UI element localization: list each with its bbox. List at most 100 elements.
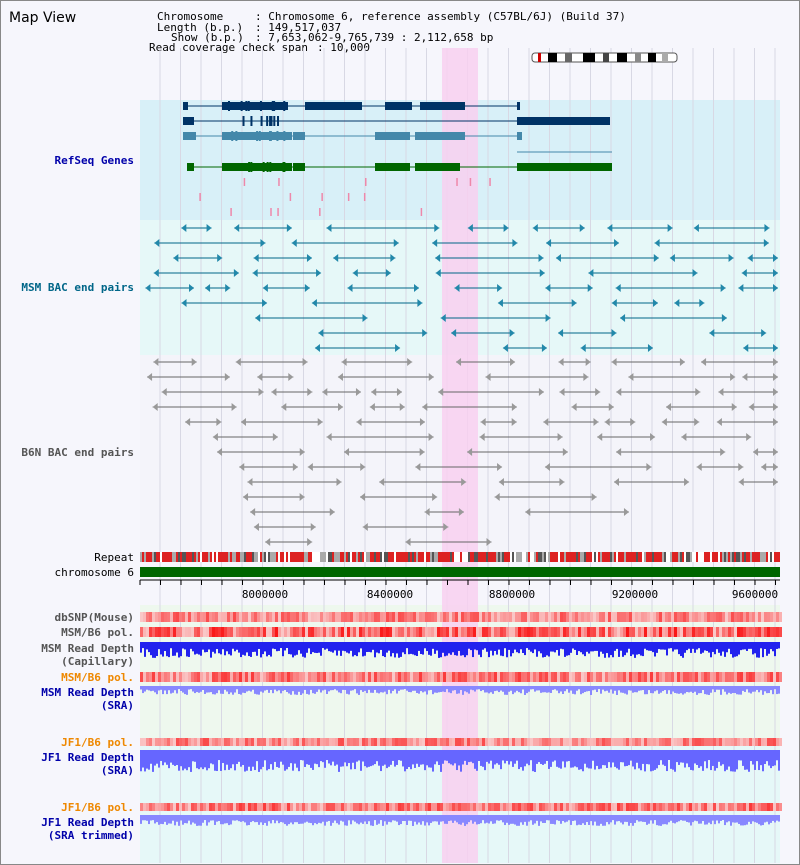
repeat-cell xyxy=(436,552,438,562)
heat-cell xyxy=(209,627,212,637)
depth-bar xyxy=(332,750,334,762)
depth-bar xyxy=(258,686,260,695)
heat-cell xyxy=(701,612,704,622)
bac-end xyxy=(262,284,268,292)
depth-bar xyxy=(416,642,418,657)
refseq-gene-track[interactable] xyxy=(183,101,612,216)
depth-bar xyxy=(502,686,504,692)
heat-cell xyxy=(203,612,206,622)
depth-bar xyxy=(218,686,220,691)
heat-cell xyxy=(695,672,698,682)
chromosome-ideogram[interactable] xyxy=(531,52,678,63)
depth-bar xyxy=(186,686,188,695)
repeat-track[interactable] xyxy=(140,552,780,562)
depth-bar xyxy=(624,642,626,656)
heat-cell xyxy=(566,672,569,682)
heat-cell xyxy=(581,738,584,746)
heat-cell xyxy=(575,803,578,811)
depth-bar xyxy=(712,686,714,690)
bac-end xyxy=(667,224,673,232)
heat-cell xyxy=(242,627,245,637)
heat-cell xyxy=(725,612,728,622)
depth-bar xyxy=(692,815,694,823)
depth-bar xyxy=(632,815,634,826)
depth-bar xyxy=(202,750,204,770)
heat-cell xyxy=(410,612,413,622)
bac-end xyxy=(608,403,614,411)
heat-cell xyxy=(311,738,314,746)
exon-tick xyxy=(273,116,276,126)
depth-bar xyxy=(656,642,658,653)
chromosome-band[interactable] xyxy=(140,567,780,577)
depth-bar xyxy=(532,815,534,825)
repeat-cell xyxy=(714,552,716,562)
heat-cell xyxy=(233,672,236,682)
heat-cell xyxy=(548,803,551,811)
depth-bar xyxy=(468,642,470,649)
depth-bar xyxy=(726,686,728,695)
msm-bac-end-pairs-track[interactable] xyxy=(145,224,778,352)
heat-cell xyxy=(209,612,212,622)
depth-bar xyxy=(370,686,372,693)
repeat-cell xyxy=(492,552,494,562)
heat-cell xyxy=(542,612,545,622)
depth-bar xyxy=(542,686,544,693)
bac-end xyxy=(597,433,603,441)
repeat-cell xyxy=(274,552,276,562)
depth-bar xyxy=(698,642,700,649)
depth-bar xyxy=(438,686,440,693)
heat-cell xyxy=(143,672,146,682)
depth-bar xyxy=(718,686,720,690)
depth-bar xyxy=(728,686,730,693)
heat-cell xyxy=(554,612,557,622)
depth-bar xyxy=(316,750,318,765)
bac-end xyxy=(699,299,705,307)
heat-cell xyxy=(671,738,674,746)
depth-bar xyxy=(226,642,228,652)
depth-bar xyxy=(276,815,278,821)
depth-bar xyxy=(426,750,428,766)
read-depth-tracks[interactable] xyxy=(140,642,780,826)
depth-bar xyxy=(598,750,600,770)
heat-cell xyxy=(749,612,752,622)
heat-cell xyxy=(641,803,644,811)
repeat-cell xyxy=(400,552,402,562)
polymorphism-heat-tracks[interactable] xyxy=(140,612,782,811)
depth-bar xyxy=(778,750,780,771)
heat-cell xyxy=(479,612,482,622)
depth-bar xyxy=(418,750,420,767)
depth-bar xyxy=(674,750,676,772)
repeat-cell xyxy=(350,552,352,562)
heat-cell xyxy=(509,803,512,811)
heat-cell xyxy=(719,738,722,746)
bac-end xyxy=(773,403,778,411)
depth-bar xyxy=(178,642,180,658)
heat-cell xyxy=(416,738,419,746)
depth-bar xyxy=(422,642,424,655)
heat-cell xyxy=(767,738,770,746)
heat-cell xyxy=(329,612,332,622)
repeat-cell xyxy=(214,552,216,562)
heat-cell xyxy=(590,672,593,682)
heat-cell xyxy=(437,612,440,622)
depth-bar xyxy=(540,686,542,693)
depth-bar xyxy=(760,642,762,649)
heat-cell xyxy=(359,612,362,622)
depth-bar xyxy=(628,815,630,826)
msm-bac-label: MSM BAC end pairs xyxy=(21,281,134,294)
heat-cell xyxy=(227,672,230,682)
depth-bar xyxy=(764,750,766,765)
heat-cell xyxy=(779,738,782,746)
heat-cell xyxy=(752,803,755,811)
b6n-bac-end-pairs-track[interactable] xyxy=(147,358,778,546)
depth-bar xyxy=(338,642,340,651)
depth-bar xyxy=(346,686,348,694)
depth-bar xyxy=(586,815,588,823)
heat-cell xyxy=(326,738,329,746)
depth-bar xyxy=(742,642,744,650)
heat-cell xyxy=(731,672,734,682)
depth-bar xyxy=(472,686,474,691)
repeat-cell xyxy=(754,552,756,562)
heat-cell xyxy=(680,672,683,682)
